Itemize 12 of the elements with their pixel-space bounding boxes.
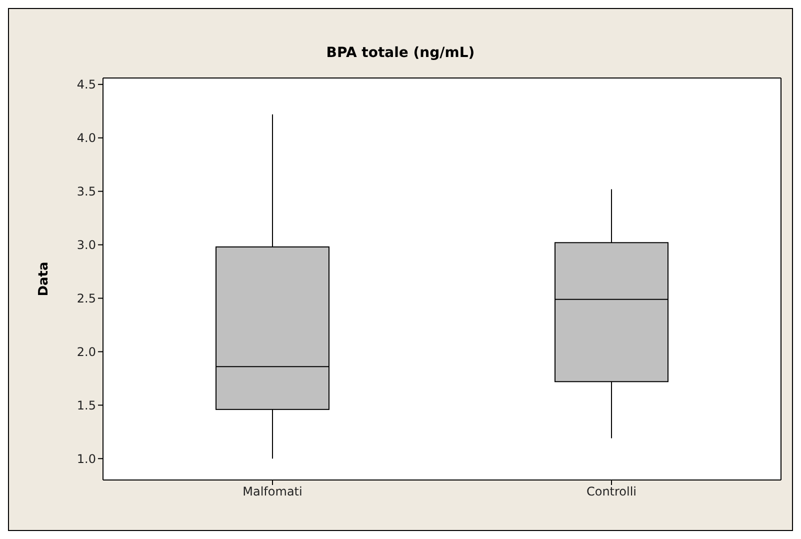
- x-tick-label: Controlli: [586, 484, 637, 499]
- y-tick-label: 1.0: [76, 452, 96, 466]
- x-tick-label: Malfomati: [242, 484, 302, 499]
- chart-title: BPA totale (ng/mL): [325, 45, 476, 61]
- y-axis-title: Data: [36, 262, 52, 296]
- y-tick-label: 2.5: [76, 292, 96, 306]
- y-tick-label: 3.0: [76, 238, 96, 252]
- y-tick-label: 3.5: [76, 184, 96, 199]
- y-tick-label: 4.0: [76, 131, 96, 146]
- y-tick-label: 2.0: [76, 344, 96, 359]
- y-tick-label: 1.5: [76, 398, 96, 412]
- y-tick-label: 4.5: [76, 78, 96, 92]
